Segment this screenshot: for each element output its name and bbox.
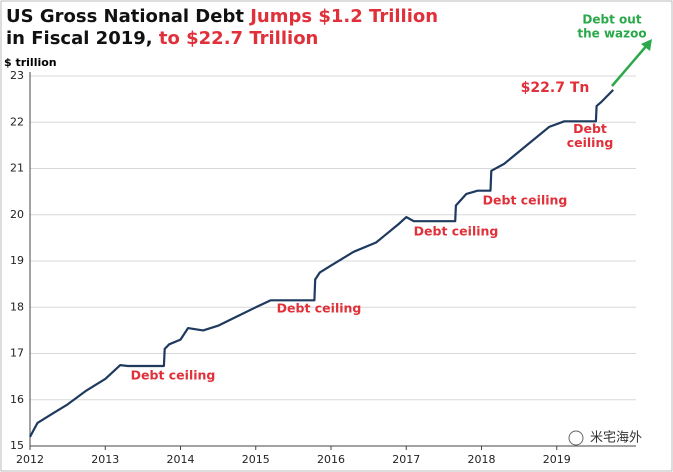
title-part: US Gross National Debt bbox=[6, 6, 250, 27]
callout: Debt out bbox=[582, 13, 641, 27]
y-tick-label: 23 bbox=[10, 69, 24, 82]
y-tick-label: 19 bbox=[10, 254, 24, 267]
annotation: Debt ceiling bbox=[414, 224, 499, 239]
callout-arrowhead bbox=[641, 39, 652, 51]
watermark-icon bbox=[568, 430, 584, 446]
title-part: in Fiscal 2019, bbox=[6, 28, 159, 49]
x-tick-label: 2012 bbox=[16, 453, 44, 466]
annotation: Debt ceiling bbox=[277, 301, 362, 316]
y-tick-label: 17 bbox=[10, 347, 24, 360]
x-tick-label: 2014 bbox=[167, 453, 195, 466]
y-tick-label: 22 bbox=[10, 115, 24, 128]
y-tick-label: 20 bbox=[10, 208, 24, 221]
x-tick-label: 2019 bbox=[543, 453, 571, 466]
x-tick-label: 2013 bbox=[91, 453, 119, 466]
y-tick-label: 15 bbox=[10, 439, 24, 452]
title-part: to $22.7 Trillion bbox=[159, 28, 318, 49]
x-tick-label: 2016 bbox=[317, 453, 345, 466]
series-line bbox=[29, 89, 614, 438]
callout-arrow bbox=[611, 43, 649, 87]
x-tick-label: 2015 bbox=[242, 453, 270, 466]
annotation: Debt ceiling bbox=[567, 121, 614, 150]
y-tick-label: 21 bbox=[10, 162, 24, 175]
x-tick-label: 2017 bbox=[392, 453, 420, 466]
y-tick-label: 16 bbox=[10, 393, 24, 406]
chart-title: in Fiscal 2019, to $22.7 Trillion bbox=[6, 28, 318, 49]
annotation: Debt ceiling bbox=[131, 368, 216, 383]
annotation: Debt ceiling bbox=[483, 193, 568, 208]
y-tick-label: 18 bbox=[10, 300, 24, 313]
annotation: $22.7 Tn bbox=[521, 80, 590, 96]
annotation-line: Debt bbox=[573, 121, 607, 136]
chart-title: US Gross National Debt Jumps $1.2 Trilli… bbox=[6, 6, 438, 27]
y-axis-label: $ trillion bbox=[4, 56, 57, 69]
callout: the wazoo bbox=[577, 27, 646, 41]
watermark: 米宅海外 bbox=[590, 431, 642, 446]
annotation-line: ceiling bbox=[567, 135, 614, 150]
title-part: Jumps $1.2 Trillion bbox=[248, 6, 438, 27]
x-tick-label: 2018 bbox=[468, 453, 496, 466]
